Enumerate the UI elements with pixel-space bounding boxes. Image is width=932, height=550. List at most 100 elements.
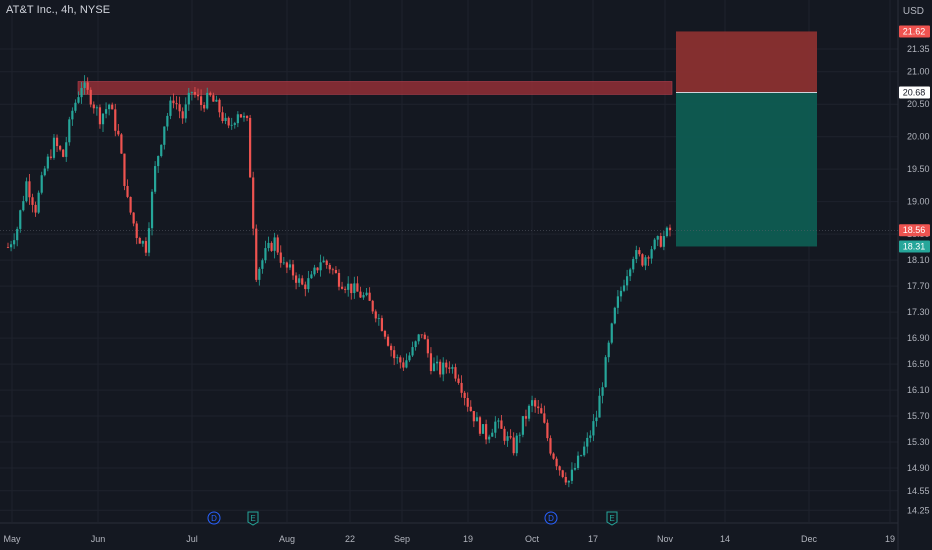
candle-body [371, 300, 374, 312]
candle-body [573, 468, 577, 470]
candle-body [230, 124, 233, 126]
candle-body [494, 421, 497, 433]
candle-body [506, 436, 509, 441]
candle-body [601, 387, 604, 396]
candle-body [439, 361, 442, 375]
y-tick-label: 19.00 [907, 197, 930, 207]
candle-body [13, 240, 16, 245]
candle-body [632, 259, 635, 270]
candle-body [276, 237, 279, 253]
dividend-marker-label: D [548, 514, 554, 523]
x-tick-label: Dec [801, 534, 818, 544]
candle-body [298, 278, 301, 283]
candle-body [423, 334, 426, 340]
candle-body [589, 435, 592, 438]
y-tick-label: 21.35 [907, 44, 930, 54]
candle-body [592, 421, 595, 436]
candle-body [46, 156, 49, 169]
candle-body [34, 204, 37, 213]
candle-body [435, 361, 439, 364]
candle-body [307, 278, 310, 290]
candle-body [135, 223, 138, 238]
y-tick-label: 17.70 [907, 281, 930, 291]
candle-body [310, 274, 313, 279]
candle-body [169, 100, 172, 116]
candle-body [233, 123, 236, 125]
candle-body [16, 228, 19, 241]
candle-body [616, 296, 619, 308]
candle-body [86, 82, 89, 90]
y-tick-label: 16.90 [907, 333, 930, 343]
candle-body [432, 363, 436, 371]
candle-body [380, 318, 384, 331]
candle-body [552, 453, 555, 459]
x-tick-label: May [3, 534, 21, 544]
candle-body [9, 244, 13, 248]
candle-body [111, 104, 114, 110]
candle-body [273, 237, 276, 251]
candle-body [662, 236, 665, 247]
candle-body [175, 103, 178, 105]
price-tag [899, 240, 930, 253]
candle-body [104, 109, 108, 114]
candle-body [469, 406, 472, 412]
candle-body [255, 228, 258, 280]
candle-body [62, 149, 65, 157]
candle-body [236, 114, 239, 124]
candle-body [209, 92, 212, 96]
candle-body [537, 406, 540, 409]
candle-body [242, 115, 246, 118]
candle-body [258, 268, 261, 280]
candle-body [610, 323, 613, 343]
candle-body [503, 428, 506, 441]
earnings-marker-label: E [609, 514, 614, 523]
candle-body [362, 295, 365, 298]
candle-body [546, 422, 549, 439]
candle-body [393, 350, 396, 359]
candle-body [420, 334, 423, 336]
candle-body [408, 355, 411, 361]
candle-body [509, 436, 512, 438]
candle-body [337, 272, 341, 287]
candle-body [187, 92, 190, 105]
candle-body [101, 113, 105, 125]
dividend-marker-label: D [211, 514, 217, 523]
candle-body [500, 420, 503, 429]
candle-body [540, 408, 543, 414]
candle-body [429, 353, 433, 371]
y-tick-label: 20.00 [907, 132, 930, 142]
candle-body [668, 227, 672, 231]
x-tick-label: 19 [885, 534, 895, 544]
x-tick-label: Jul [186, 534, 198, 544]
candle-body [613, 307, 616, 324]
candle-body [80, 87, 83, 98]
price-tag-label: 18.31 [903, 241, 926, 251]
candle-body [196, 94, 200, 97]
dividend-marker [544, 511, 558, 525]
candle-body [530, 400, 534, 406]
candle-body [383, 330, 387, 337]
candle-body [463, 392, 466, 398]
candle-body [218, 99, 221, 113]
candle-body [40, 175, 43, 193]
candle-body [55, 137, 59, 147]
candle-body [475, 417, 479, 422]
candle-body [647, 257, 650, 259]
candle-body [607, 342, 610, 358]
candle-body [641, 254, 644, 266]
candle-body [52, 137, 56, 158]
candle-body [282, 262, 285, 264]
candle-body [212, 95, 215, 102]
candle-body [89, 89, 92, 105]
currency-label: USD [902, 6, 924, 17]
candle-body [448, 367, 451, 369]
candle-body [264, 248, 267, 261]
candle-body [28, 181, 31, 198]
symbol-title[interactable]: AT&T Inc., 4h, NYSE [6, 4, 111, 16]
candle-body [356, 283, 359, 292]
x-tick-label: Nov [657, 534, 674, 544]
candle-body [527, 405, 531, 419]
candle-body [49, 156, 53, 158]
